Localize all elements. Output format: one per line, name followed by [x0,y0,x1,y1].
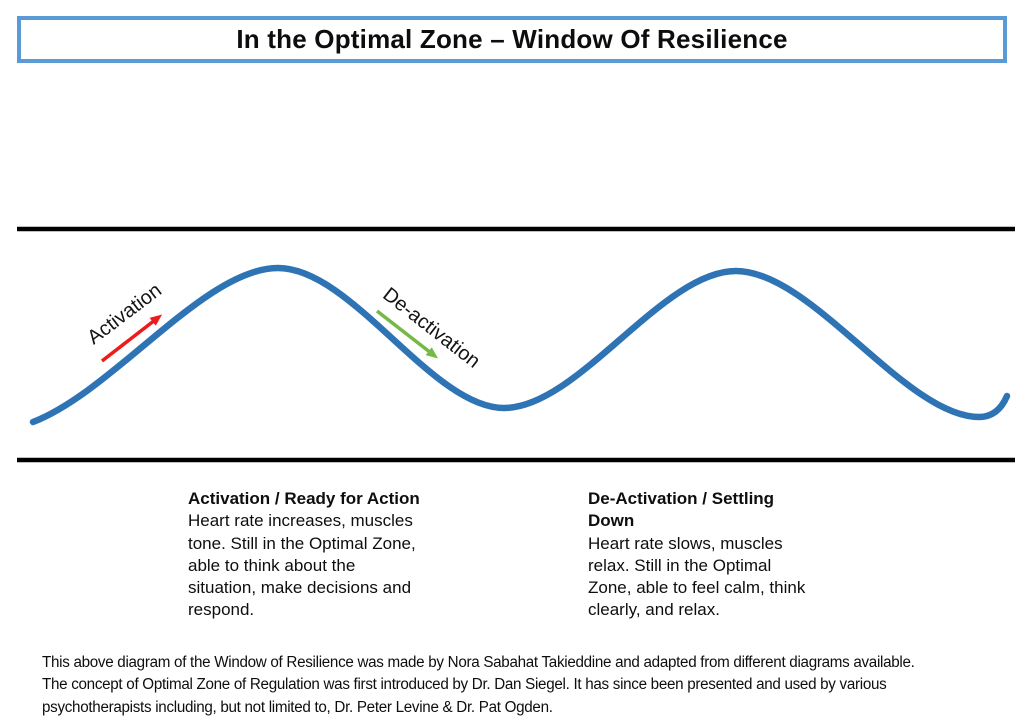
deactivation-description-block: De-Activation / Settling Down Heart rate… [588,488,833,622]
deactivation-arrow [375,309,439,359]
deactivation-description-body: Heart rate slows, muscles relax. Still i… [588,533,806,620]
deactivation-description-heading: De-Activation / Settling Down [588,489,775,531]
resilience-wave-curve [29,264,1011,426]
page-title: In the Optimal Zone – Window Of Resilien… [236,24,788,54]
activation-description-block: Activation / Ready for Action Heart rate… [188,488,460,622]
activation-arrow [100,314,163,363]
activation-description-body: Heart rate increases, muscles tone. Stil… [188,511,416,620]
attribution-note: This above diagram of the Window of Resi… [42,654,915,716]
activation-description-heading: Activation / Ready for Action [188,489,420,508]
title-box: In the Optimal Zone – Window Of Resilien… [17,16,1007,63]
